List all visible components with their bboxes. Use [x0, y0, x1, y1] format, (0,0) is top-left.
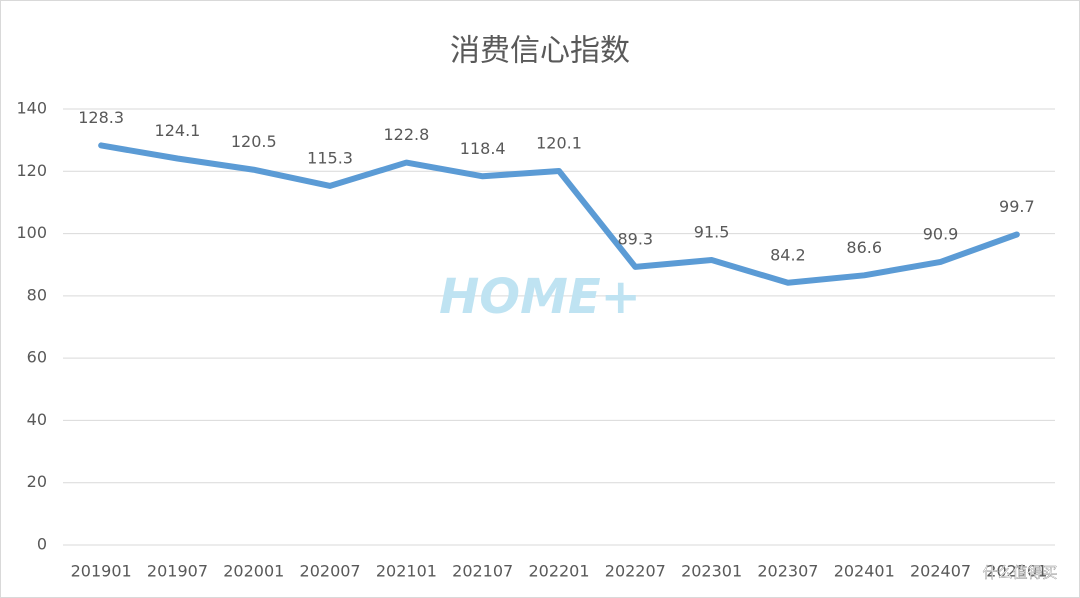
y-tick-label: 60: [27, 348, 47, 367]
y-tick-label: 0: [37, 535, 47, 554]
x-tick-label: 202301: [681, 562, 742, 581]
x-tick-label: 201901: [71, 562, 132, 581]
data-label: 84.2: [770, 245, 806, 264]
data-label: 124.1: [155, 121, 201, 140]
x-tick-label: 202201: [528, 562, 589, 581]
x-tick-label: 202001: [223, 562, 284, 581]
watermark: HOME+: [439, 269, 641, 325]
data-line: [98, 142, 1020, 286]
x-tick-label: 201907: [147, 562, 208, 581]
data-label: 118.4: [460, 139, 506, 158]
x-tick-label: 202401: [834, 562, 895, 581]
data-label: 89.3: [617, 229, 653, 248]
y-tick-label: 80: [27, 285, 47, 304]
x-tick-label: 202307: [757, 562, 818, 581]
data-label: 115.3: [307, 148, 353, 167]
data-label: 120.1: [536, 133, 582, 152]
data-label: 120.5: [231, 132, 277, 151]
y-tick-label: 120: [16, 161, 47, 180]
x-tick-label: 202407: [910, 562, 971, 581]
y-tick-label: 140: [16, 99, 47, 118]
y-tick-label: 40: [27, 410, 47, 429]
data-label: 86.6: [846, 238, 882, 257]
x-tick-label: 202207: [605, 562, 666, 581]
y-tick-label: 100: [16, 223, 47, 242]
x-tick-label: 202501: [986, 562, 1047, 581]
data-label: 91.5: [694, 223, 730, 242]
data-label: 122.8: [383, 125, 429, 144]
x-tick-label: 202101: [376, 562, 437, 581]
data-label: 90.9: [923, 224, 959, 243]
chart-title: 消费信心指数: [450, 34, 630, 69]
x-tick-label: 202007: [300, 562, 361, 581]
data-label: 99.7: [999, 197, 1035, 216]
y-tick-label: 20: [27, 472, 47, 491]
data-label: 128.3: [78, 108, 124, 127]
x-tick-label: 202107: [452, 562, 513, 581]
watermark: 什么值得买: [982, 564, 1057, 582]
